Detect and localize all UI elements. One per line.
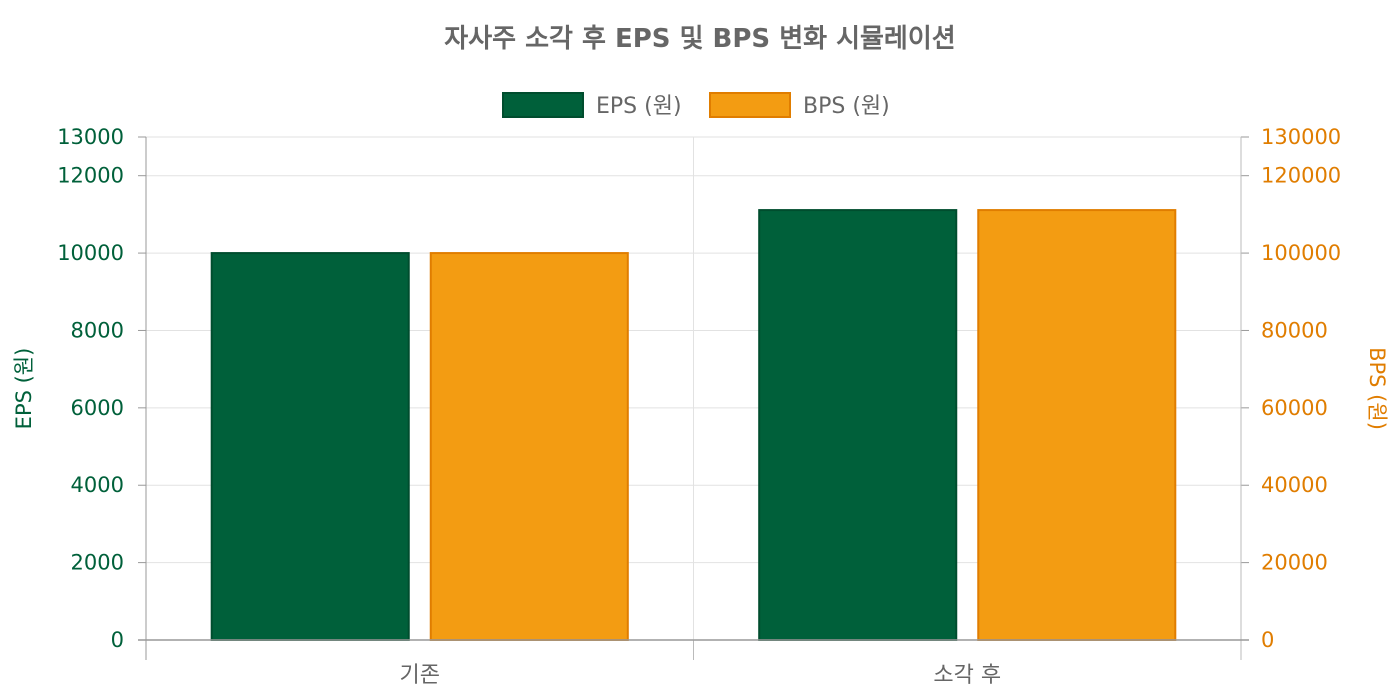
tick-label-left: 2000: [71, 551, 124, 575]
bars-layer: [210, 209, 1177, 641]
x-tick-label: 소각 후: [933, 663, 1001, 688]
tick-label-right: 20000: [1261, 551, 1328, 575]
chart-title: 자사주 소각 후 EPS 및 BPS 변화 시뮬레이션: [444, 24, 955, 54]
tick-label-left: 10000: [57, 241, 124, 265]
tick-label-right: 40000: [1261, 473, 1328, 497]
legend: EPS (원) BPS (원): [502, 92, 890, 119]
tick-label-left: 8000: [71, 318, 124, 342]
bar-bps-0[interactable]: [429, 252, 629, 641]
bar-bps-1[interactable]: [977, 209, 1177, 641]
tick-label-left: 13000: [57, 125, 124, 149]
tick-label-left: 4000: [71, 473, 124, 497]
bar-eps-1[interactable]: [758, 209, 958, 641]
y-axis-left-title: EPS (원): [12, 348, 36, 430]
tick-label-right: 100000: [1261, 241, 1341, 265]
tick-label-right: 0: [1261, 628, 1274, 652]
legend-swatch-bps[interactable]: [709, 92, 791, 118]
tick-label-right: 120000: [1261, 164, 1341, 188]
tick-label-left: 12000: [57, 164, 124, 188]
legend-label-eps[interactable]: EPS (원): [596, 94, 682, 119]
legend-swatch-eps[interactable]: [502, 92, 584, 118]
tick-label-left: 6000: [71, 396, 124, 420]
x-tick-label: 기존: [400, 663, 440, 688]
legend-label-bps[interactable]: BPS (원): [803, 94, 890, 119]
tick-label-right: 130000: [1261, 125, 1341, 149]
tick-label-right: 60000: [1261, 396, 1328, 420]
tick-label-right: 80000: [1261, 318, 1328, 342]
y-axis-right-title: BPS (원): [1365, 347, 1389, 430]
tick-label-left: 0: [111, 628, 124, 652]
bar-eps-0[interactable]: [210, 252, 410, 641]
axes-layer: 0200040006000800010000120001300002000040…: [12, 125, 1389, 688]
